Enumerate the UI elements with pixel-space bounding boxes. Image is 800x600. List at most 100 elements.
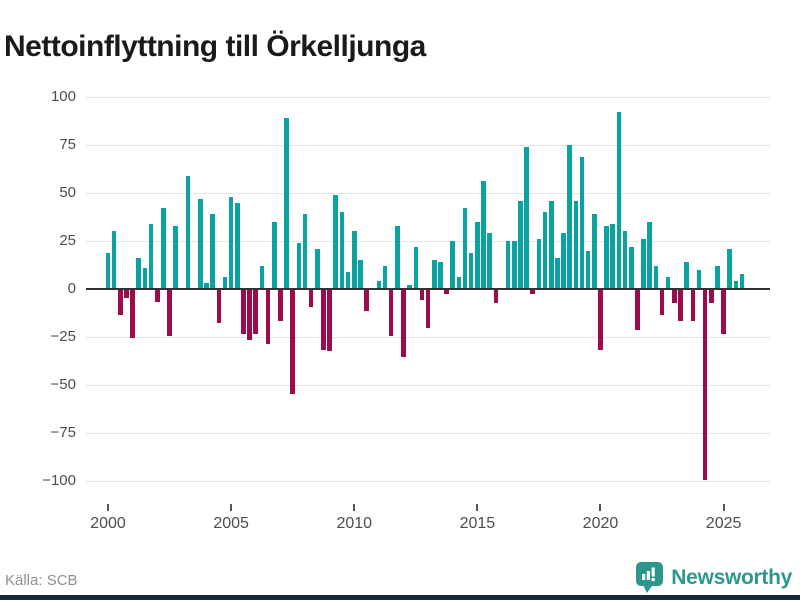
bar (481, 181, 486, 289)
x-axis-tick (599, 504, 602, 511)
bar (628, 246, 634, 289)
x-axis-tick (353, 504, 356, 511)
y-axis-tick-label: 75 (59, 136, 76, 153)
bar (604, 225, 609, 289)
y-axis-tick-label: 100 (50, 88, 76, 105)
bar (672, 290, 677, 304)
gridline (86, 241, 770, 242)
bar (234, 202, 240, 289)
gridline (86, 193, 770, 194)
x-axis-tick-label: 2020 (582, 515, 619, 532)
bar (327, 290, 332, 352)
bar (124, 290, 129, 298)
bar (382, 265, 388, 289)
x-axis-tick-label: 2025 (705, 515, 742, 532)
bar (739, 273, 745, 289)
x-axis-tick-label: 2000 (90, 515, 126, 532)
y-axis-tick-label: −75 (50, 424, 76, 441)
bar (376, 281, 382, 289)
bar (247, 290, 252, 340)
gridline (86, 481, 770, 482)
bar (468, 252, 474, 289)
bar (487, 233, 492, 289)
bar (284, 118, 289, 289)
bar (438, 262, 443, 289)
bar (542, 212, 548, 289)
bar (610, 223, 616, 289)
bar (450, 241, 456, 289)
bar (136, 258, 142, 289)
bar (641, 239, 646, 289)
x-axis-tick (107, 504, 109, 511)
y-axis-tick-label: 25 (59, 232, 76, 249)
bar (253, 290, 259, 335)
bar-chart-bubble-icon (636, 562, 664, 594)
bar (425, 290, 431, 329)
y-axis-tick-label: 50 (59, 184, 76, 201)
bar (684, 262, 689, 289)
bar (321, 290, 326, 350)
bar (659, 290, 665, 315)
bar (339, 212, 345, 289)
y-axis-tick-label: −50 (50, 376, 76, 393)
y-axis-tick-label: −100 (42, 472, 76, 489)
bar (388, 290, 394, 337)
gridline (86, 337, 770, 338)
bar (111, 231, 117, 289)
bar (173, 225, 178, 289)
bar (222, 277, 228, 289)
bar (598, 290, 603, 350)
bar (456, 277, 462, 289)
bar (118, 290, 123, 315)
bar (302, 214, 308, 289)
x-axis-tick-label: 2005 (213, 515, 249, 532)
bar (198, 198, 203, 289)
gridline (86, 433, 770, 434)
bar (616, 112, 622, 289)
bar (271, 221, 277, 289)
bar (148, 223, 154, 289)
x-axis-tick-label: 2010 (336, 515, 373, 532)
bar (351, 231, 357, 289)
bar (130, 290, 135, 338)
bar (185, 175, 191, 289)
bar (204, 283, 209, 289)
bar (524, 146, 529, 289)
bar (548, 200, 554, 289)
bar (715, 265, 720, 289)
page-title: Nettoinflyttning till Örkelljunga (4, 30, 426, 64)
zero-axis-line (86, 288, 770, 290)
bar (727, 248, 733, 289)
gridline (86, 145, 770, 146)
bar (419, 290, 425, 300)
bar (555, 258, 560, 289)
bar (690, 290, 696, 321)
bar (431, 260, 437, 289)
bar (308, 290, 314, 308)
bar (167, 290, 172, 337)
bar (511, 241, 517, 289)
bar (530, 290, 536, 294)
bar (161, 208, 166, 289)
bar (592, 214, 597, 289)
bar (567, 145, 572, 289)
bar (518, 200, 523, 289)
bar (475, 221, 480, 289)
bar (259, 265, 265, 289)
bar (733, 281, 739, 289)
bar (536, 239, 542, 289)
bar (635, 290, 640, 331)
newsworthy-logo-text: Newsworthy (671, 566, 792, 589)
bar (579, 156, 585, 289)
bar (345, 271, 351, 289)
y-axis-tick-label: −25 (50, 328, 76, 345)
bar (278, 290, 283, 321)
bar (216, 290, 222, 323)
bar (665, 277, 671, 289)
bar (462, 208, 468, 289)
bar (296, 242, 302, 289)
bar (702, 290, 708, 481)
bar (413, 246, 419, 289)
newsworthy-logo[interactable]: Newsworthy (636, 561, 792, 595)
gridline (86, 385, 770, 386)
